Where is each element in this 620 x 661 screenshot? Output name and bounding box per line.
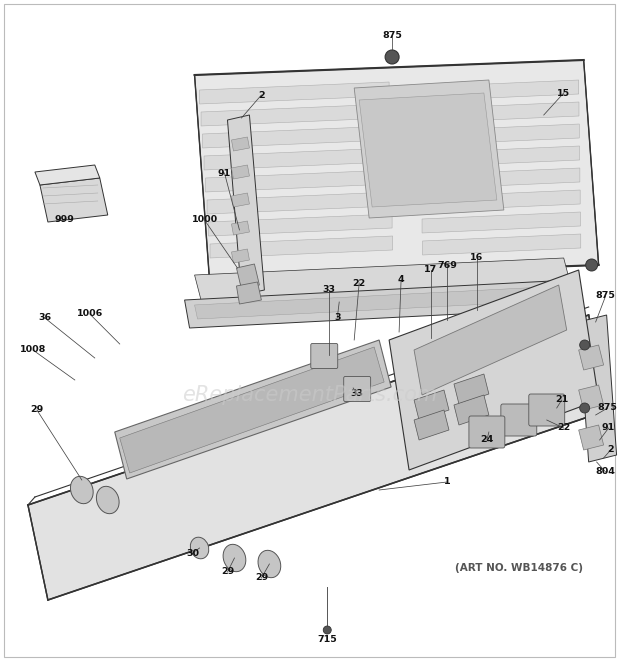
Text: 22: 22 <box>353 278 366 288</box>
Polygon shape <box>200 82 389 104</box>
Ellipse shape <box>258 551 281 578</box>
Polygon shape <box>201 104 389 126</box>
Text: 2: 2 <box>258 91 265 100</box>
Circle shape <box>586 259 598 271</box>
Polygon shape <box>120 347 384 473</box>
Polygon shape <box>206 170 391 192</box>
Text: 999: 999 <box>55 215 75 225</box>
Text: 15: 15 <box>557 89 570 98</box>
Polygon shape <box>204 148 391 170</box>
Circle shape <box>385 50 399 64</box>
Text: 29: 29 <box>221 568 234 576</box>
Polygon shape <box>231 249 249 263</box>
Text: 36: 36 <box>38 313 51 323</box>
FancyBboxPatch shape <box>529 394 565 426</box>
Polygon shape <box>422 190 580 211</box>
Text: 875: 875 <box>598 403 618 412</box>
Polygon shape <box>236 264 259 289</box>
Polygon shape <box>185 280 577 328</box>
Text: 2: 2 <box>608 446 614 455</box>
Circle shape <box>580 403 590 413</box>
Polygon shape <box>422 212 580 233</box>
Polygon shape <box>195 258 570 302</box>
Text: 16: 16 <box>471 254 484 262</box>
Text: 33: 33 <box>351 389 364 399</box>
Polygon shape <box>40 178 108 222</box>
Polygon shape <box>231 193 249 207</box>
Polygon shape <box>35 165 100 185</box>
FancyBboxPatch shape <box>501 404 537 436</box>
Circle shape <box>323 626 331 634</box>
Text: 24: 24 <box>480 436 494 444</box>
Polygon shape <box>231 165 249 179</box>
Text: 1000: 1000 <box>192 215 218 225</box>
Polygon shape <box>207 192 392 214</box>
Polygon shape <box>423 234 581 255</box>
Text: 3: 3 <box>334 313 340 323</box>
Text: 1: 1 <box>444 477 450 486</box>
Polygon shape <box>454 374 489 404</box>
Ellipse shape <box>190 537 209 559</box>
Polygon shape <box>420 102 579 123</box>
Polygon shape <box>203 126 390 148</box>
Polygon shape <box>115 340 391 479</box>
Text: 21: 21 <box>555 395 569 405</box>
Polygon shape <box>421 168 580 189</box>
Text: eReplacementParts.com: eReplacementParts.com <box>182 385 437 405</box>
Text: 33: 33 <box>323 286 336 295</box>
Text: 4: 4 <box>398 276 404 284</box>
Text: 22: 22 <box>557 424 570 432</box>
FancyBboxPatch shape <box>311 344 338 368</box>
Text: 875: 875 <box>382 32 402 40</box>
FancyBboxPatch shape <box>469 416 505 448</box>
Text: 804: 804 <box>596 467 616 477</box>
Ellipse shape <box>71 477 93 504</box>
Polygon shape <box>228 115 264 295</box>
Polygon shape <box>578 385 604 410</box>
Polygon shape <box>208 214 392 236</box>
Polygon shape <box>419 80 578 101</box>
Polygon shape <box>231 137 249 151</box>
Ellipse shape <box>223 544 246 572</box>
Polygon shape <box>236 282 262 304</box>
Polygon shape <box>414 285 567 395</box>
Text: 29: 29 <box>255 574 268 582</box>
Text: 875: 875 <box>596 292 616 301</box>
Text: 29: 29 <box>30 405 43 414</box>
Text: 91: 91 <box>602 424 615 432</box>
Polygon shape <box>578 425 604 450</box>
Text: 91: 91 <box>218 169 231 178</box>
Text: 769: 769 <box>437 260 457 270</box>
Polygon shape <box>359 93 497 207</box>
Polygon shape <box>195 286 567 319</box>
Polygon shape <box>578 345 604 370</box>
Polygon shape <box>414 410 449 440</box>
Polygon shape <box>231 221 249 235</box>
Polygon shape <box>420 146 580 167</box>
Polygon shape <box>578 315 617 462</box>
FancyBboxPatch shape <box>343 377 371 401</box>
Text: 715: 715 <box>317 635 337 644</box>
Text: 1008: 1008 <box>20 346 46 354</box>
Text: 1006: 1006 <box>77 309 103 319</box>
Polygon shape <box>420 124 579 145</box>
Polygon shape <box>414 390 449 420</box>
Polygon shape <box>210 236 392 258</box>
Polygon shape <box>454 395 489 425</box>
Circle shape <box>580 340 590 350</box>
Ellipse shape <box>96 486 119 514</box>
Polygon shape <box>354 80 504 218</box>
Text: 17: 17 <box>425 266 438 274</box>
Polygon shape <box>389 270 599 470</box>
Polygon shape <box>195 60 599 280</box>
Polygon shape <box>28 315 609 600</box>
Text: (ART NO. WB14876 C): (ART NO. WB14876 C) <box>455 563 583 573</box>
Text: 30: 30 <box>186 549 199 557</box>
